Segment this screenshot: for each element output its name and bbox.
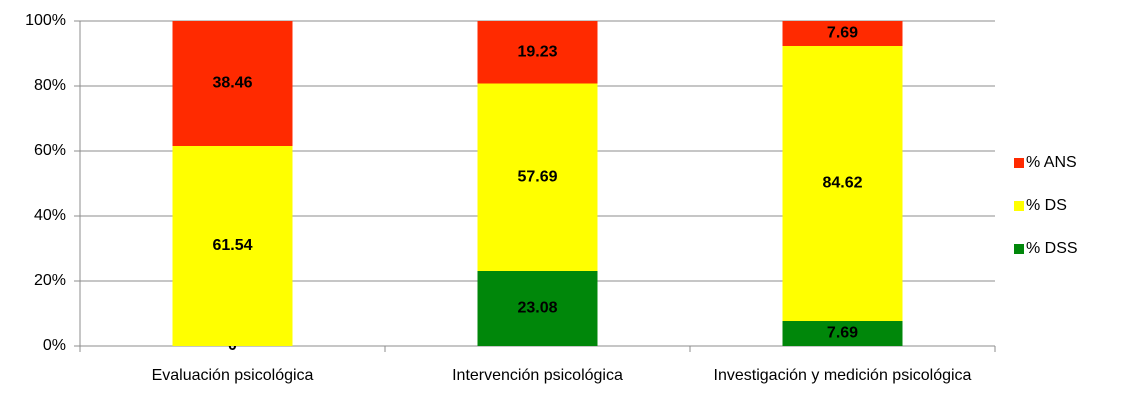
data-label: 7.69 — [827, 25, 858, 42]
data-label: 23.08 — [517, 300, 557, 317]
x-tick-label: Evaluación psicológica — [151, 367, 314, 384]
y-tick-label: 80% — [34, 77, 66, 94]
data-label: 19.23 — [517, 43, 557, 60]
legend-swatch — [1014, 158, 1024, 168]
bar-segment — [782, 45, 903, 322]
bar-segment — [172, 21, 293, 146]
data-label: 61.54 — [212, 237, 252, 254]
bar-segment — [477, 270, 598, 346]
legend-label: % DSS — [1026, 240, 1078, 257]
legend-swatch — [1014, 244, 1024, 254]
y-tick-label: 20% — [34, 272, 66, 289]
bar-segment — [477, 83, 598, 271]
bar-segment — [782, 321, 903, 346]
x-tick-label: Investigación y medición psicológica — [713, 367, 972, 384]
data-label: 38.46 — [212, 75, 252, 92]
bar-segment — [172, 145, 293, 346]
bar-segment — [477, 21, 598, 84]
data-label: 57.69 — [517, 168, 557, 185]
y-tick-label: 0% — [43, 337, 66, 354]
legend-label: % ANS — [1026, 154, 1077, 171]
x-tick-label: Intervención psicológica — [452, 367, 623, 384]
legend-label: % DS — [1026, 197, 1067, 214]
y-tick-label: 60% — [34, 142, 66, 159]
legend-swatch — [1014, 201, 1024, 211]
bar-segment — [782, 21, 903, 46]
y-tick-label: 100% — [25, 12, 66, 29]
data-label: 84.62 — [822, 175, 862, 192]
y-tick-label: 40% — [34, 207, 66, 224]
data-label: 7.69 — [827, 325, 858, 342]
